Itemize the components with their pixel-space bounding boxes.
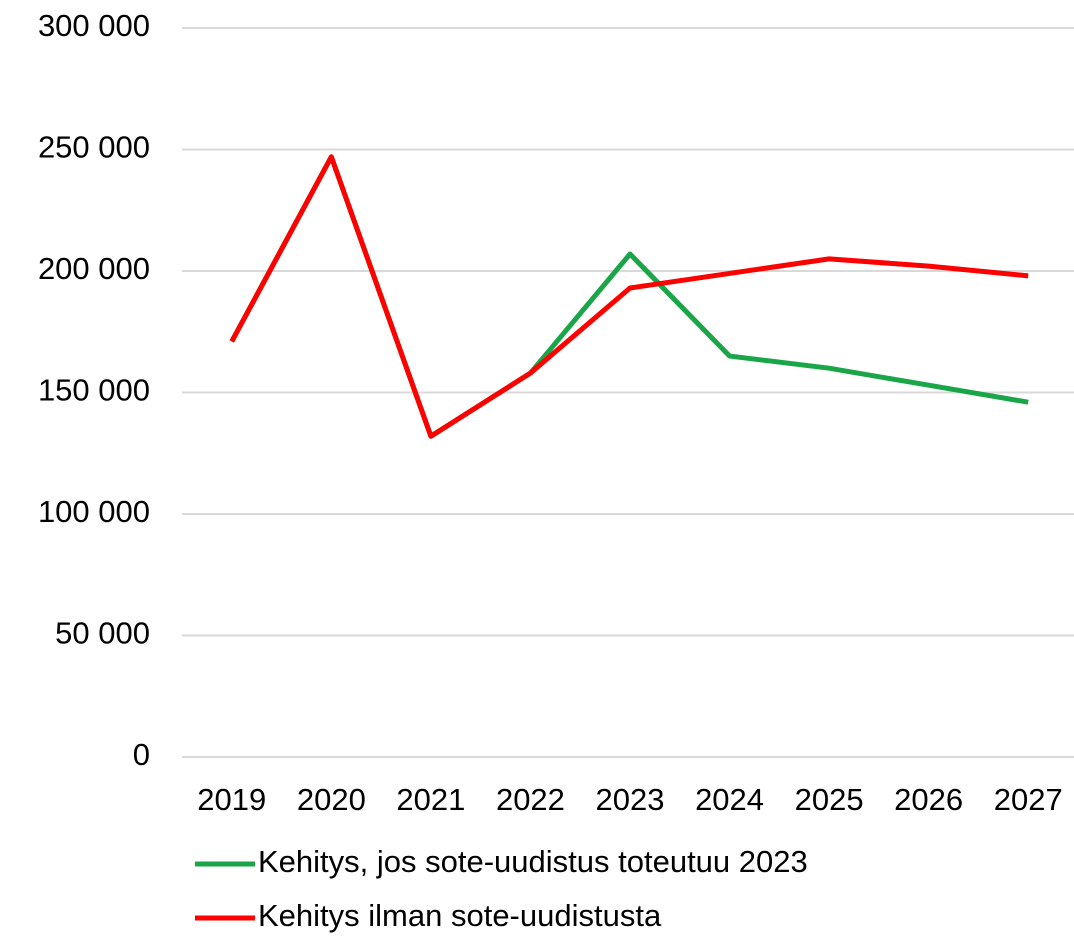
x-tick-label: 2020 [297, 782, 366, 817]
y-tick-label: 50 000 [55, 616, 150, 651]
series-line [229, 154, 1029, 439]
y-tick-label: 250 000 [38, 130, 150, 165]
x-tick-label: 2019 [197, 782, 266, 817]
x-tick-label: 2025 [795, 782, 864, 817]
y-tick-label: 150 000 [38, 373, 150, 408]
y-tick-label: 300 000 [38, 8, 150, 43]
x-tick-label: 2024 [695, 782, 764, 817]
y-tick-label: 100 000 [38, 494, 150, 529]
legend-label: Kehitys, jos sote-uudistus toteutuu 2023 [258, 844, 808, 879]
x-tick-label: 2021 [396, 782, 465, 817]
x-tick-label: 2022 [496, 782, 565, 817]
y-tick-label: 0 [133, 737, 150, 772]
y-tick-label: 200 000 [38, 251, 150, 286]
legend-label: Kehitys ilman sote-uudistusta [258, 898, 662, 933]
x-tick-label: 2026 [894, 782, 963, 817]
series-line [229, 154, 1029, 439]
x-tick-label: 2023 [596, 782, 665, 817]
x-tick-label: 2027 [994, 782, 1063, 817]
